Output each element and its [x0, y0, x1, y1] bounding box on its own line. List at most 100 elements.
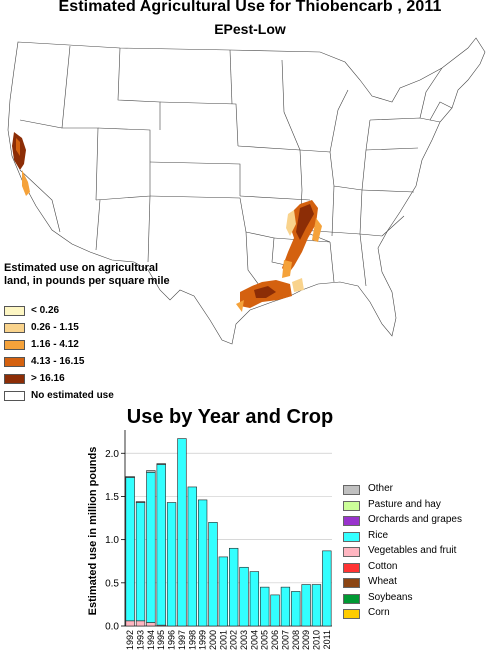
- y-tick-label: 0.5: [105, 578, 119, 589]
- crop-legend-item: Rice: [343, 530, 493, 544]
- legend-label: No estimated use: [31, 390, 114, 401]
- y-tick-label: 1.0: [105, 535, 119, 546]
- bar-segment: [301, 584, 311, 627]
- crop-legend-item: Pasture and hay: [343, 499, 493, 513]
- crop-legend-item: Other: [343, 483, 493, 497]
- crop-legend-swatch: [343, 547, 360, 557]
- x-tick-label: 1993: [136, 630, 146, 650]
- state-boundaries: [7, 37, 486, 345]
- delta-use-area: [282, 200, 322, 278]
- bar-segment: [197, 499, 208, 627]
- crop-legend-label: Rice: [368, 529, 389, 541]
- map-legend-title: Estimated use on agricultural land, in p…: [4, 262, 170, 287]
- x-tick-label: 2007: [280, 630, 290, 650]
- bar-segment: [187, 486, 197, 627]
- x-tick-label: 2009: [301, 630, 311, 650]
- legend-label: > 16.16: [31, 373, 65, 384]
- crop-legend-label: Pasture and hay: [368, 498, 441, 510]
- map-legend-item: > 16.16: [4, 373, 174, 387]
- legend-label: 0.26 - 1.15: [31, 322, 79, 333]
- chart-title: Use by Year and Crop: [126, 406, 334, 428]
- gulf-use-area: [236, 278, 304, 312]
- legend-label: < 0.26: [31, 305, 60, 316]
- crop-legend-swatch: [343, 593, 360, 604]
- crop-legend-swatch: [343, 531, 360, 542]
- x-tick-label: 2001: [218, 630, 228, 650]
- map-title: Estimated Agricultural Use for Thiobenca…: [58, 0, 442, 15]
- x-tick-label: 2000: [208, 630, 218, 650]
- bar-segment: [146, 622, 156, 627]
- map-subtitle: EPest-Low: [214, 21, 286, 37]
- map-legend-item: 1.16 - 4.12: [4, 339, 174, 353]
- bar-segment: [125, 620, 135, 627]
- x-tick-label: 1997: [177, 630, 187, 650]
- crop-legend-swatch: [343, 609, 360, 619]
- crop-legend-label: Corn: [368, 607, 390, 618]
- bar-segment: [125, 476, 135, 478]
- crop-legend-item: Wheat: [343, 576, 493, 590]
- bar-segment: [260, 586, 270, 627]
- y-tick-label: 1.5: [105, 492, 119, 503]
- bar-segment: [125, 477, 135, 622]
- legend-label: 4.13 - 16.15: [31, 356, 85, 367]
- crop-legend-swatch: [343, 485, 360, 495]
- bar-segment: [135, 501, 146, 503]
- crop-legend-swatch: [343, 562, 360, 573]
- crop-legend-swatch: [343, 516, 360, 526]
- bar-segment: [146, 471, 156, 623]
- crop-legend-swatch: [343, 500, 360, 511]
- us-outline: [7, 37, 486, 345]
- bar-segment: [146, 470, 156, 473]
- legend-swatch: [4, 323, 25, 333]
- x-tick-label: 2005: [260, 630, 270, 650]
- crop-legend-label: Wheat: [368, 576, 397, 587]
- crop-legend-label: Cotton: [368, 560, 398, 572]
- legend-swatch: [4, 374, 25, 384]
- x-tick-label: 2006: [270, 630, 280, 650]
- legend-swatch: [4, 357, 25, 367]
- crop-legend-label: Vegetables and fruit: [368, 545, 457, 556]
- x-tick-label: 2008: [291, 630, 301, 650]
- map-legend-item: 4.13 - 16.15: [4, 356, 174, 370]
- map-legend-item: < 0.26: [4, 305, 174, 319]
- crop-legend-label: Other: [368, 483, 394, 494]
- legend-label: 1.16 - 4.12: [31, 339, 79, 350]
- crop-legend-item: Soybeans: [343, 592, 493, 606]
- y-tick-label: 0.0: [105, 622, 119, 633]
- crop-legend-label: Orchards and grapes: [368, 514, 462, 525]
- legend-swatch: [4, 340, 25, 350]
- bar-segment: [322, 550, 332, 627]
- bar-segment: [291, 591, 301, 627]
- bar-segment: [208, 522, 218, 627]
- x-tick-label: 2011: [322, 630, 332, 649]
- crop-legend-swatch: [343, 578, 360, 588]
- crop-legend-item: Corn: [343, 607, 493, 621]
- bar-segment: [270, 594, 280, 627]
- bar-segment: [166, 502, 177, 627]
- crop-legend-item: Cotton: [343, 561, 493, 575]
- california-use-area: [12, 132, 30, 196]
- bar-segment: [156, 463, 166, 465]
- bar-segment: [156, 464, 166, 626]
- x-tick-label: 2004: [249, 630, 259, 650]
- x-tick-label: 2003: [239, 630, 249, 650]
- us-map: [7, 37, 486, 345]
- y-tick-label: 2.0: [105, 449, 119, 460]
- crop-legend-item: Orchards and grapes: [343, 514, 493, 528]
- y-axis-label: Estimated use in million pounds: [87, 447, 99, 616]
- x-tick-label: 2010: [311, 630, 321, 650]
- x-tick-label: 1994: [146, 630, 156, 650]
- bar-segment: [280, 586, 291, 627]
- x-tick-label: 1992: [125, 630, 135, 650]
- x-tick-label: 1998: [187, 630, 197, 650]
- bar-segment: [177, 438, 187, 627]
- x-tick-label: 1995: [156, 630, 166, 650]
- x-tick-label: 1999: [198, 630, 208, 650]
- legend-swatch: [4, 306, 25, 316]
- legend-swatch: [4, 391, 25, 401]
- map-legend-item: 0.26 - 1.15: [4, 322, 174, 336]
- bar-segment: [135, 502, 146, 622]
- crop-legend-label: Soybeans: [368, 591, 413, 603]
- x-tick-label: 2002: [229, 630, 239, 650]
